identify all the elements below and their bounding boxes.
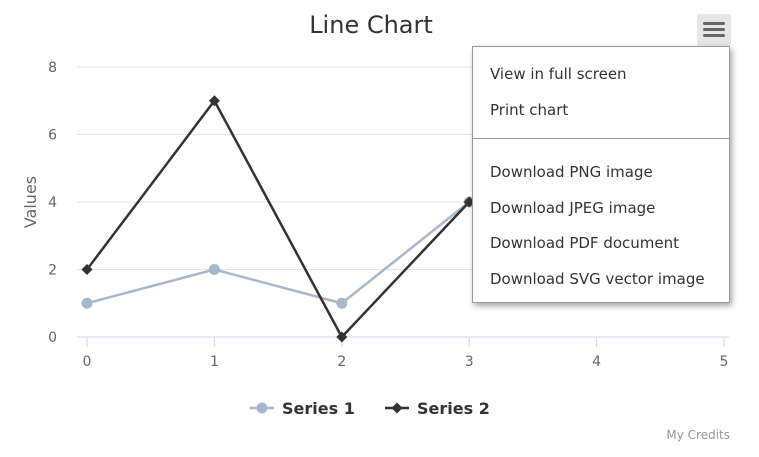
y-tick-label: 0 — [48, 330, 57, 346]
export-menu: View in full screen Print chart Download… — [472, 46, 730, 303]
legend-marker[interactable] — [256, 402, 268, 414]
series-1-line — [86, 201, 470, 305]
x-tick-label: 4 — [592, 354, 601, 370]
legend-marker[interactable] — [391, 402, 403, 414]
series-1-point[interactable] — [336, 297, 348, 309]
x-tick-label: 0 — [83, 354, 92, 370]
series-2-point[interactable] — [208, 95, 220, 107]
menu-item-view-full-screen[interactable]: View in full screen — [490, 65, 627, 83]
series-1 — [81, 196, 475, 309]
chart-title: Line Chart — [309, 11, 433, 39]
series-2-point[interactable] — [336, 331, 348, 343]
y-tick-label: 8 — [48, 60, 57, 76]
x-tick-label: 1 — [210, 354, 219, 370]
y-tick-label: 2 — [48, 263, 57, 279]
credits-link[interactable]: My Credits — [666, 428, 730, 442]
x-tick-label: 5 — [720, 354, 729, 370]
menu-item-download-png[interactable]: Download PNG image — [490, 163, 653, 181]
y-tick-label: 4 — [48, 195, 57, 211]
menu-item-download-pdf[interactable]: Download PDF document — [490, 234, 680, 252]
menu-item-print-chart[interactable]: Print chart — [490, 101, 569, 119]
menu-item-download-svg[interactable]: Download SVG vector image — [490, 270, 705, 288]
context-menu-button[interactable] — [697, 14, 731, 46]
series-2-line — [86, 99, 471, 339]
series-1-point[interactable] — [208, 264, 220, 275]
legend-item-label[interactable]: Series 2 — [417, 399, 490, 418]
y-axis-title: Values — [21, 176, 40, 228]
menu-separator — [473, 138, 729, 139]
series-1-point[interactable] — [81, 297, 93, 309]
x-tick-label: 2 — [337, 354, 346, 370]
legend-item-label[interactable]: Series 1 — [282, 399, 355, 418]
legend: Series 1 Series 2 — [250, 399, 490, 418]
y-tick-label: 6 — [48, 128, 57, 144]
series-2-point[interactable] — [81, 264, 93, 275]
x-tick-label: 3 — [465, 354, 474, 370]
menu-item-download-jpeg[interactable]: Download JPEG image — [490, 199, 656, 217]
series-2-point[interactable] — [463, 196, 475, 208]
series-2 — [81, 95, 475, 343]
